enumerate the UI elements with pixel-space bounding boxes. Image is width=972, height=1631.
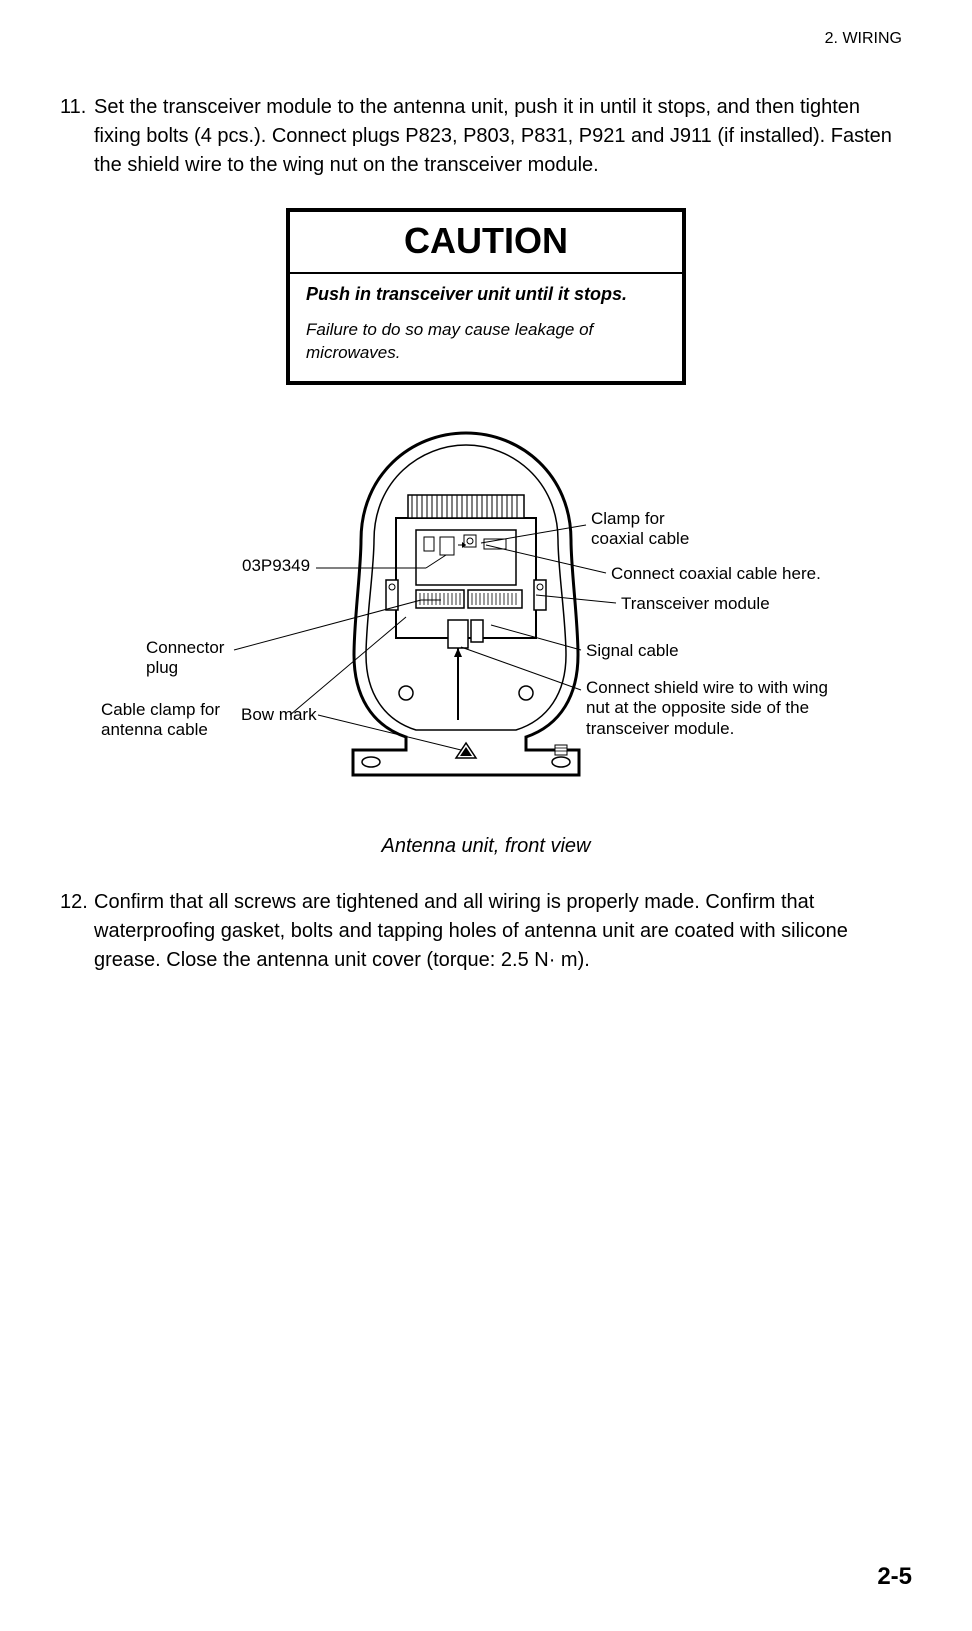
step-number: 12.: [60, 888, 94, 975]
step-11: 11. Set the transceiver module to the an…: [60, 93, 912, 180]
antenna-diagram-container: 03P9349 Connector plug Cable clamp for a…: [86, 425, 886, 825]
step-12: 12. Confirm that all screws are tightene…: [60, 888, 912, 975]
page-number: 2-5: [877, 1563, 912, 1591]
step-number: 11.: [60, 93, 94, 180]
step-body: Confirm that all screws are tightened an…: [94, 888, 912, 975]
figure-caption: Antenna unit, front view: [60, 835, 912, 858]
label-shield-wire: Connect shield wire to with wing nut at …: [586, 678, 828, 739]
label-connect-coax: Connect coaxial cable here.: [611, 564, 821, 584]
label-connector-plug: Connector plug: [146, 638, 224, 679]
caution-body: Push in transceiver unit until it stops.…: [290, 274, 682, 381]
label-bow-mark: Bow mark: [241, 705, 317, 725]
label-clamp-coax: Clamp for coaxial cable: [591, 509, 689, 550]
caution-box: CAUTION Push in transceiver unit until i…: [286, 208, 686, 385]
label-signal-cable: Signal cable: [586, 641, 679, 661]
antenna-diagram: [316, 425, 616, 785]
caution-title: CAUTION: [290, 212, 682, 274]
section-label: 2. WIRING: [825, 30, 902, 47]
label-cable-clamp: Cable clamp for antenna cable: [101, 700, 220, 741]
caution-heading: Push in transceiver unit until it stops.: [306, 284, 666, 305]
page-header: 2. WIRING: [60, 30, 902, 48]
caution-detail: Failure to do so may cause leakage of mi…: [306, 319, 666, 365]
label-03p9349: 03P9349: [242, 556, 310, 576]
label-transceiver: Transceiver module: [621, 594, 770, 614]
step-body: Set the transceiver module to the antenn…: [94, 93, 912, 180]
